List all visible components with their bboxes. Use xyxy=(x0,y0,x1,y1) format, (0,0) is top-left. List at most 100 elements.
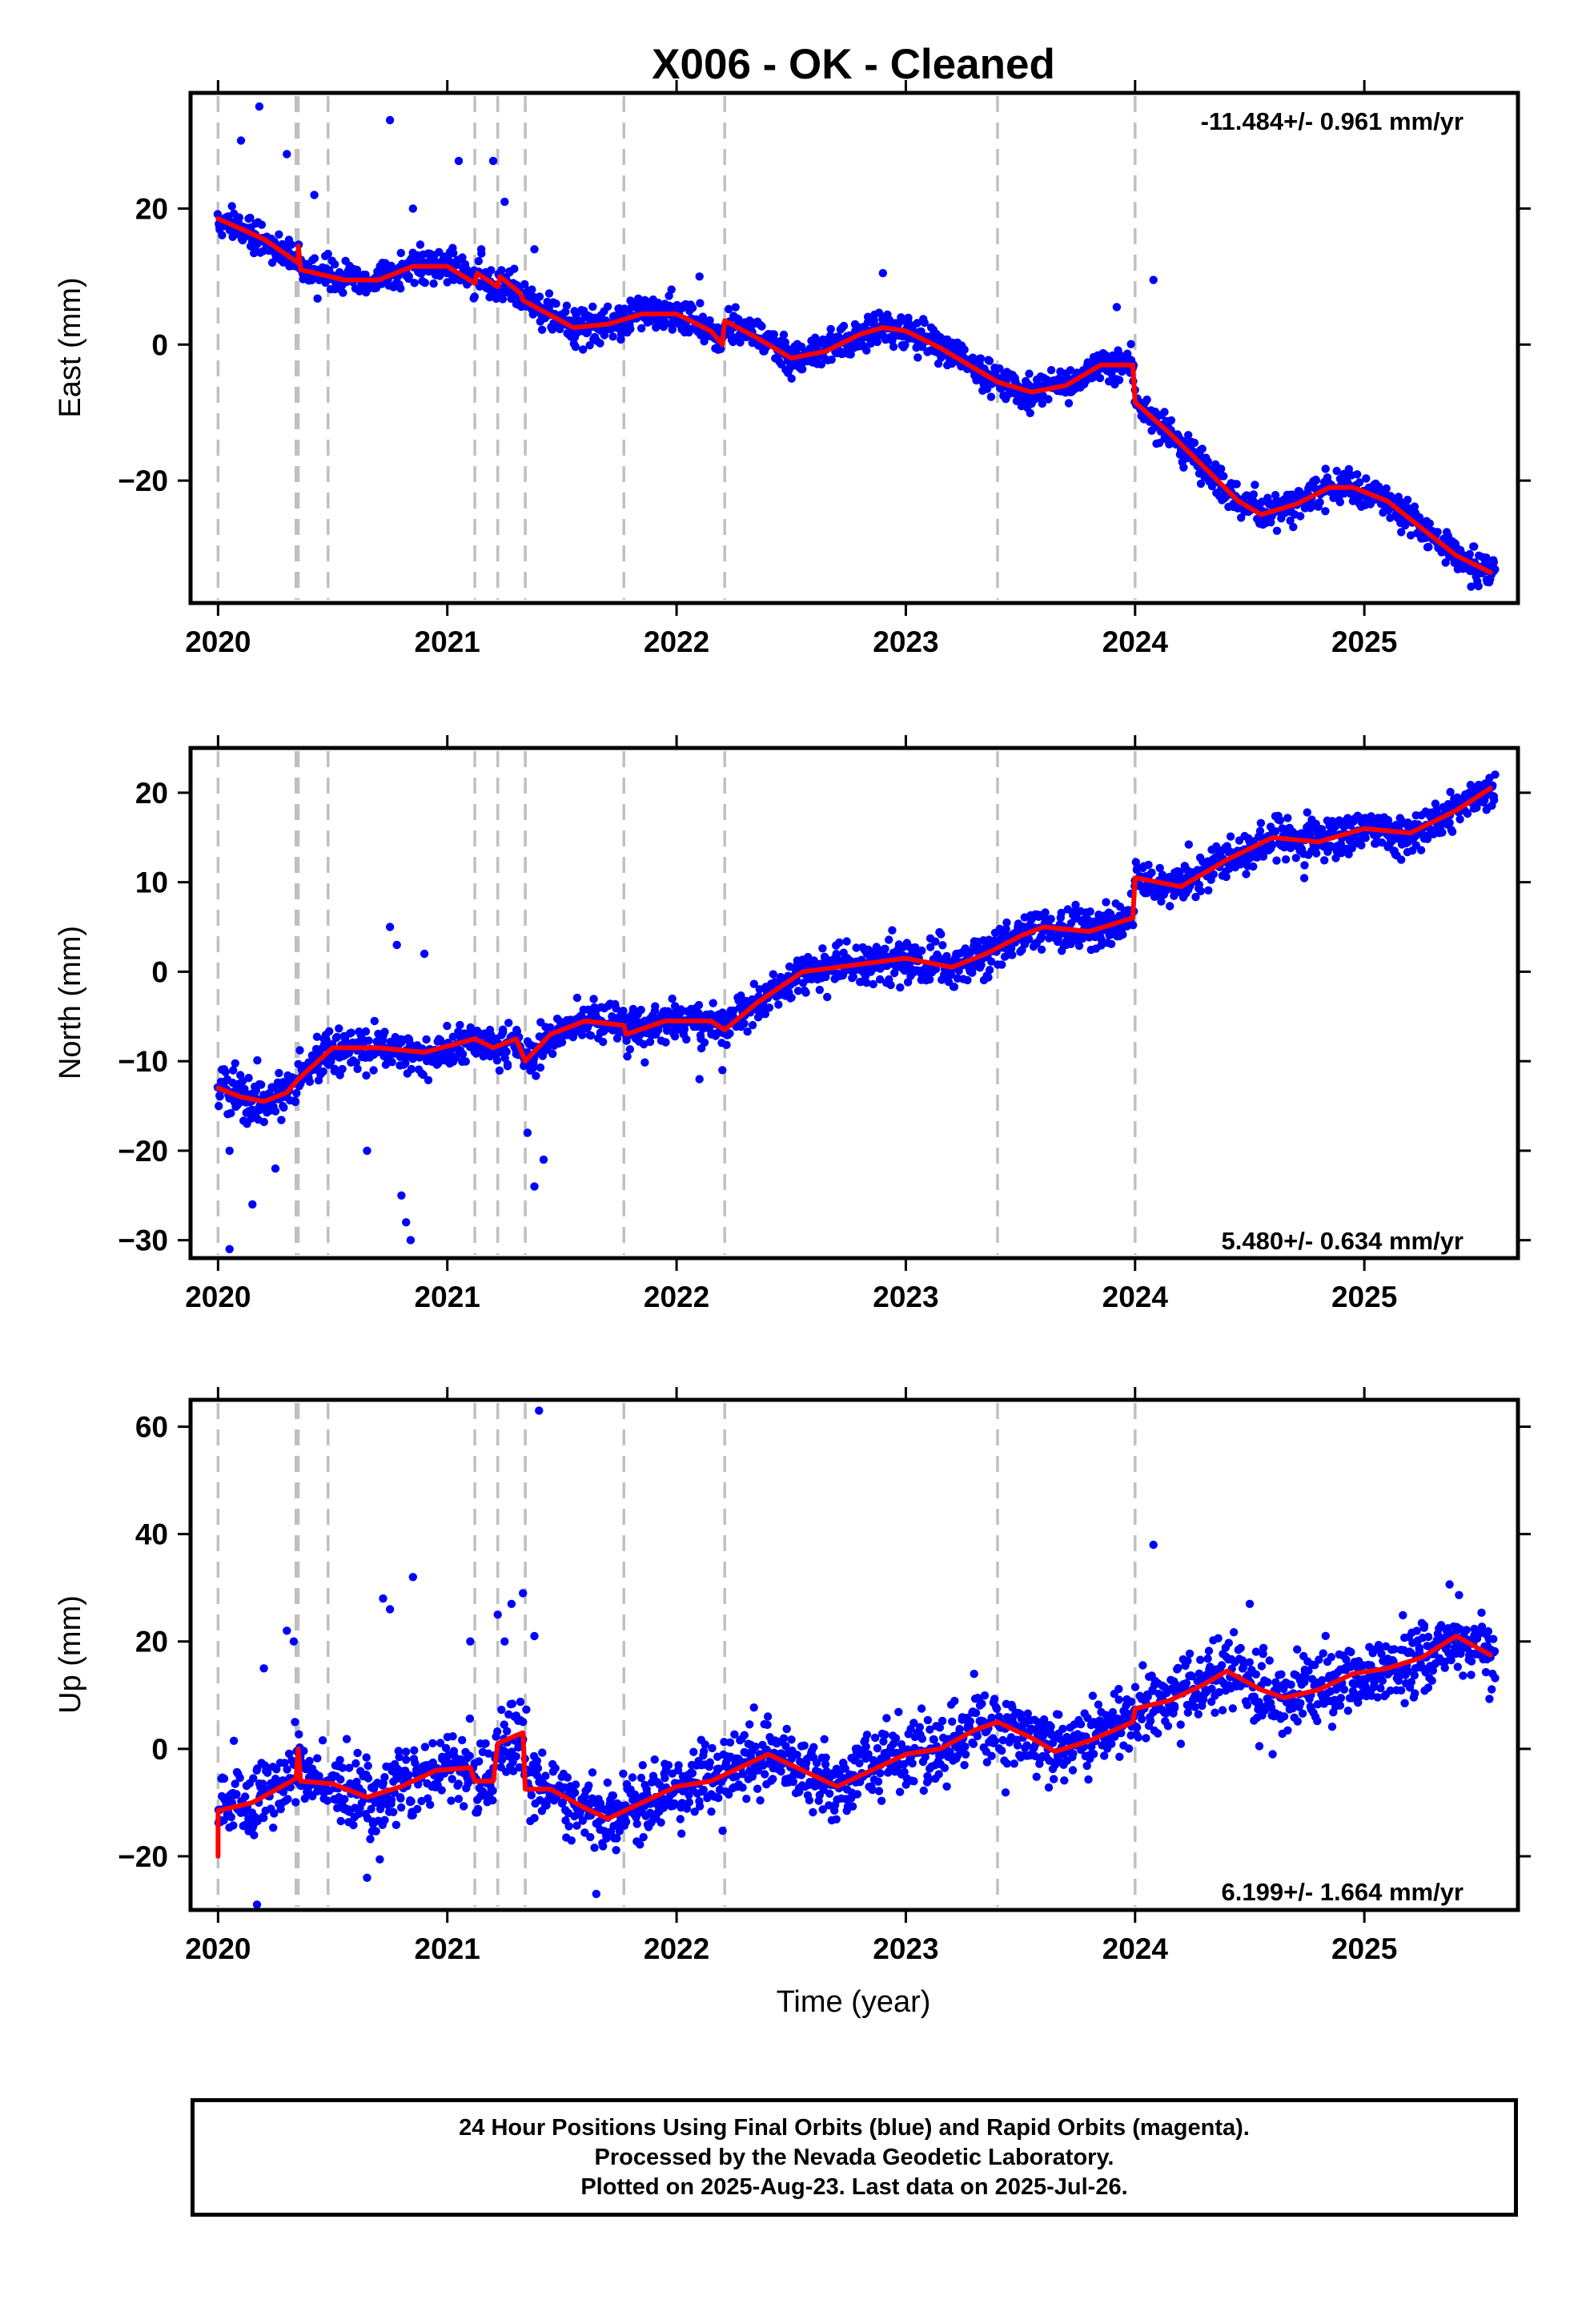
north-y-tick-label-0: 0 xyxy=(151,955,168,988)
north-data-point xyxy=(740,1019,749,1028)
up-data-point xyxy=(318,1736,327,1745)
up-data-point xyxy=(567,1836,576,1845)
north-outlier-point xyxy=(397,1191,406,1200)
east-data-point xyxy=(1433,528,1442,537)
east-data-point xyxy=(705,316,714,325)
east-x-tick-label-2024: 2024 xyxy=(1102,625,1169,658)
up-data-point xyxy=(564,1822,573,1831)
east-data-point xyxy=(528,285,536,294)
east-data-point xyxy=(1289,522,1298,532)
up-data-point xyxy=(639,1832,648,1842)
east-data-point xyxy=(579,345,588,354)
up-data-point xyxy=(516,1697,525,1707)
up-data-point xyxy=(363,1761,372,1771)
up-data-point xyxy=(570,1788,580,1797)
east-data-point xyxy=(470,292,479,301)
north-data-point xyxy=(835,938,844,947)
up-data-point xyxy=(779,1734,789,1743)
north-outlier-point xyxy=(248,1200,257,1209)
up-data-point xyxy=(608,1791,618,1800)
north-outlier-point xyxy=(530,1182,539,1191)
up-data-point xyxy=(745,1720,754,1729)
north-data-point xyxy=(387,1058,396,1067)
east-data-point xyxy=(985,356,994,365)
north-data-point xyxy=(1300,861,1309,870)
up-data-point xyxy=(229,1821,238,1830)
up-data-point xyxy=(541,1771,550,1780)
up-data-point xyxy=(313,1754,322,1763)
east-data-point xyxy=(429,279,438,288)
east-data-point xyxy=(1425,519,1435,528)
east-outlier-point xyxy=(500,197,509,207)
north-data-point xyxy=(1184,840,1194,849)
east-data-point xyxy=(416,240,425,249)
north-outlier-point xyxy=(271,1164,280,1173)
north-data-point xyxy=(661,1038,670,1047)
up-data-point xyxy=(763,1712,773,1721)
up-data-point xyxy=(380,1815,389,1824)
up-data-point xyxy=(283,1795,292,1803)
east-x-tick-label-2022: 2022 xyxy=(644,625,709,658)
north-data-point xyxy=(492,1056,502,1065)
up-data-point xyxy=(895,1787,905,1796)
north-x-tick-label-2025: 2025 xyxy=(1331,1281,1397,1313)
north-y-tick-label--30: −30 xyxy=(118,1224,168,1257)
north-outlier-point xyxy=(718,1066,727,1075)
east-data-point xyxy=(235,213,243,222)
north-data-point xyxy=(1272,856,1281,865)
east-data-point xyxy=(572,311,580,320)
up-data-point xyxy=(894,1707,903,1716)
east-data-point xyxy=(863,312,873,321)
up-data-point xyxy=(389,1807,398,1816)
east-data-point xyxy=(889,342,898,352)
north-data-point xyxy=(1196,887,1206,896)
up-data-point xyxy=(619,1769,628,1778)
up-data-point xyxy=(638,1761,647,1770)
up-data-point xyxy=(232,1790,241,1799)
north-data-point xyxy=(231,1059,239,1068)
up-data-point xyxy=(349,1820,358,1830)
north-x-tick-label-2022: 2022 xyxy=(644,1281,709,1313)
up-data-point xyxy=(538,1748,547,1757)
east-data-point xyxy=(608,332,617,341)
up-data-point xyxy=(351,1759,360,1768)
up-data-point xyxy=(532,1756,541,1765)
north-data-point xyxy=(1166,902,1174,911)
east-data-point xyxy=(1219,472,1228,480)
up-data-point xyxy=(391,1820,401,1829)
north-outlier-point xyxy=(402,1218,411,1227)
north-data-point xyxy=(694,1000,704,1010)
east-data-point xyxy=(474,256,483,266)
up-data-point xyxy=(612,1834,621,1843)
north-data-point xyxy=(654,1026,663,1035)
up-data-point xyxy=(685,1798,693,1807)
north-data-point xyxy=(1397,855,1406,864)
east-data-point xyxy=(1046,366,1056,375)
east-data-point xyxy=(476,245,486,254)
east-data-point xyxy=(218,231,227,239)
north-rate-label: 5.480+/- 0.634 mm/yr xyxy=(1222,1227,1464,1255)
north-data-point xyxy=(869,979,877,989)
up-data-point xyxy=(387,1795,396,1804)
up-data-point xyxy=(664,1761,673,1770)
up-data-point xyxy=(870,1733,880,1743)
up-data-point xyxy=(877,1796,886,1805)
east-data-point xyxy=(275,230,283,239)
east-data-point xyxy=(1095,373,1105,383)
east-data-point xyxy=(1470,542,1479,551)
up-data-point xyxy=(821,1753,830,1762)
up-data-point xyxy=(909,1777,918,1786)
up-data-point xyxy=(805,1795,814,1805)
east-outlier-point xyxy=(1112,303,1122,312)
up-data-point xyxy=(454,1795,464,1803)
up-data-point xyxy=(527,1791,536,1799)
up-data-point xyxy=(336,1775,345,1784)
north-data-point xyxy=(950,983,959,991)
north-data-point xyxy=(499,1028,508,1037)
north-data-point xyxy=(257,1080,266,1089)
north-data-point xyxy=(295,1046,304,1055)
panel-east: -11.484+/- 0.961 mm/yr East (mm) 2020 202… xyxy=(54,80,1531,658)
up-data-point xyxy=(787,1735,796,1744)
north-data-point xyxy=(1291,854,1301,862)
north-data-point xyxy=(319,1067,327,1076)
